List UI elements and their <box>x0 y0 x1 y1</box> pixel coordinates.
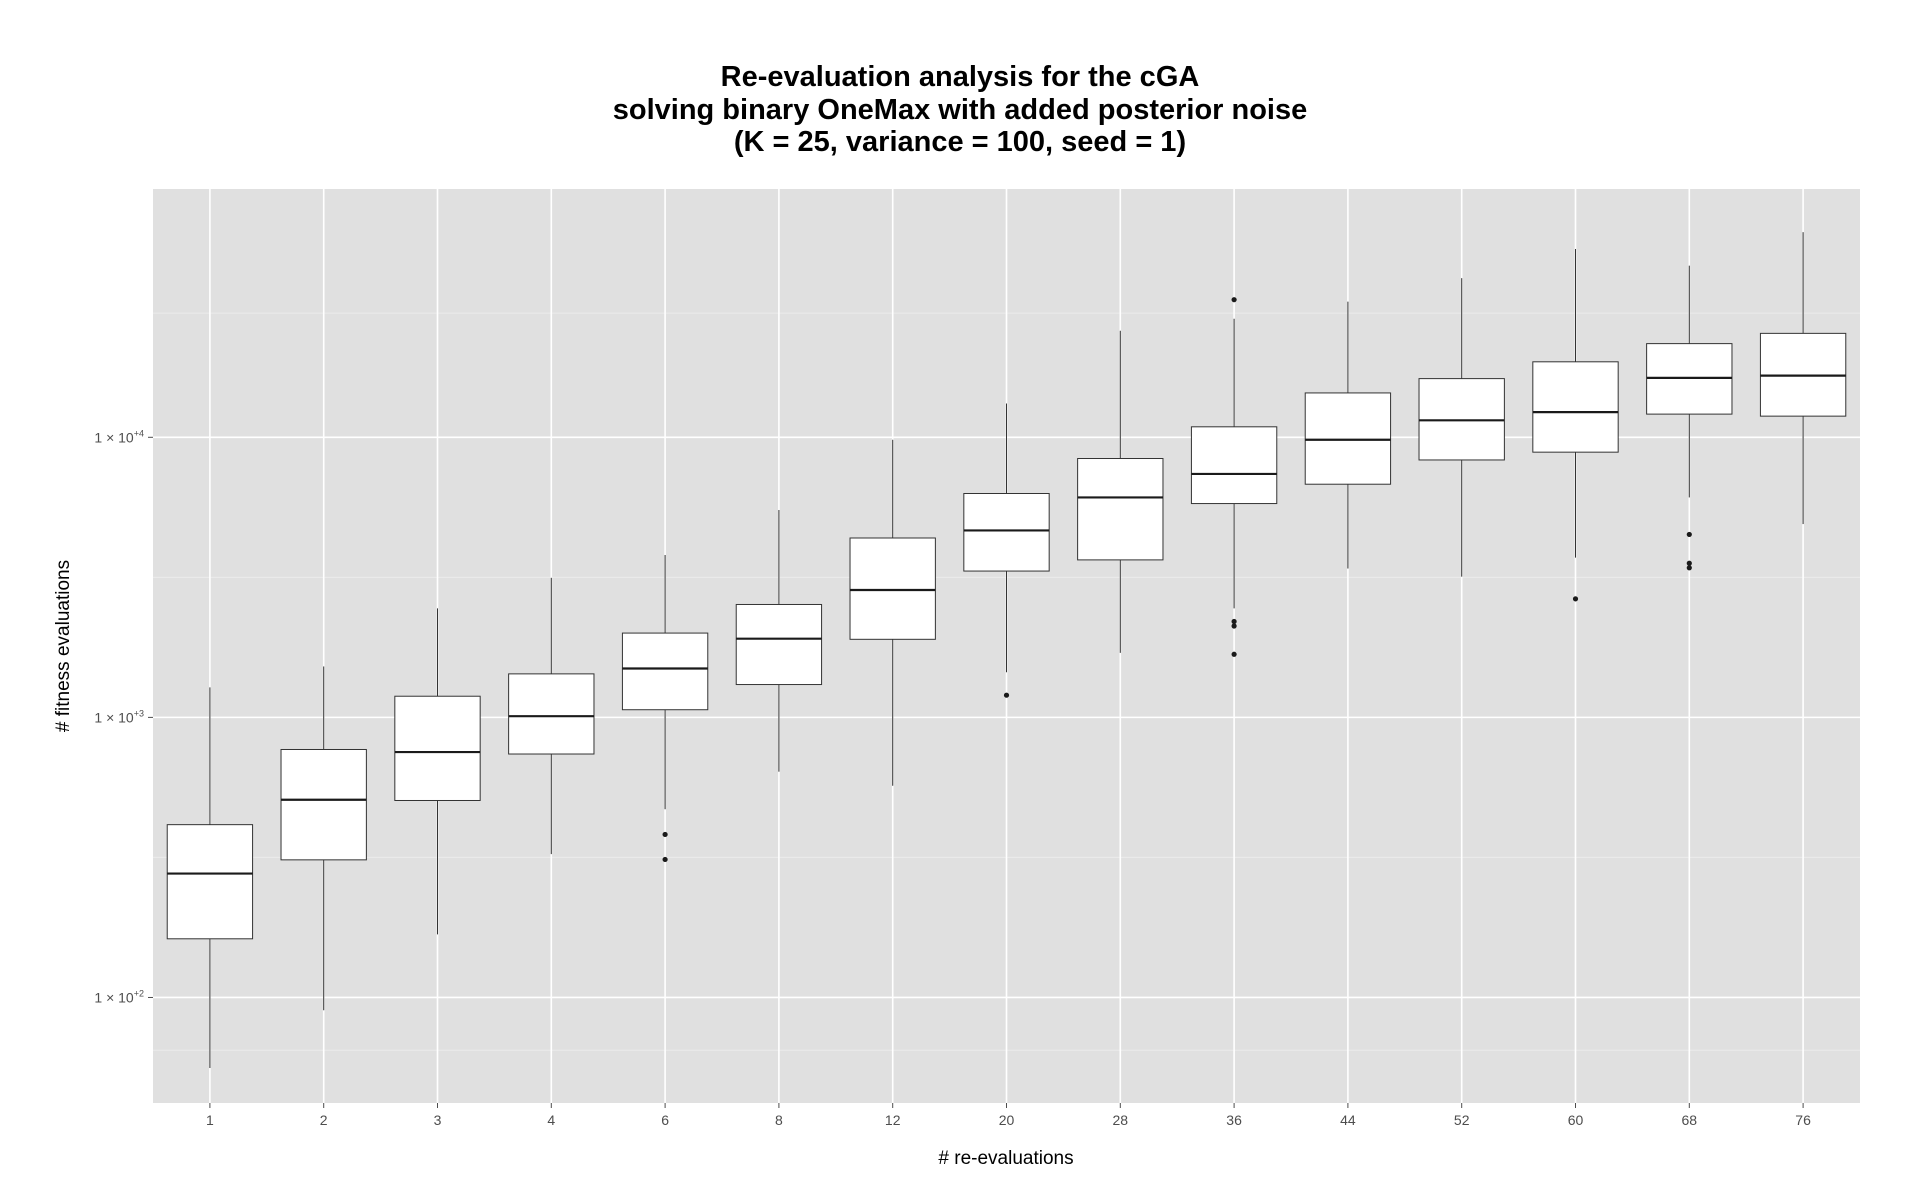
outlier-point <box>662 831 668 838</box>
box-44 <box>1304 301 1392 569</box>
box-3 <box>394 608 481 935</box>
x-axis-label: # re-evaluations <box>938 1148 1073 1169</box>
box-20 <box>963 403 1050 698</box>
box-iqr <box>735 603 823 686</box>
x-tick-label: 6 <box>661 1112 669 1128</box>
x-tick-label: 68 <box>1682 1112 1698 1128</box>
y-axis-label: # fitness evaluations <box>53 560 74 732</box>
box-series <box>166 232 1847 1069</box>
box-iqr <box>621 632 709 711</box>
outlier-point <box>1231 618 1237 625</box>
box-36 <box>1190 297 1278 657</box>
x-tick-label: 3 <box>434 1112 442 1128</box>
x-tick-label: 76 <box>1795 1112 1811 1128</box>
chart-title-line-3: (K = 25, variance = 100, seed = 1) <box>734 126 1186 158</box>
x-tick-label: 8 <box>775 1112 783 1128</box>
box-iqr <box>1304 392 1392 485</box>
box-60 <box>1532 249 1619 602</box>
box-12 <box>849 439 936 786</box>
box-1 <box>166 687 254 1069</box>
outlier-point <box>662 856 668 863</box>
box-76 <box>1759 232 1847 525</box>
box-iqr <box>849 537 936 640</box>
box-52 <box>1418 278 1505 577</box>
x-tick-label: 4 <box>547 1112 555 1128</box>
box-iqr <box>166 824 254 940</box>
x-tick-label: 20 <box>999 1112 1015 1128</box>
x-tick-label: 60 <box>1568 1112 1584 1128</box>
outlier-point <box>1003 692 1010 698</box>
box-iqr <box>280 748 367 861</box>
outlier-point <box>1231 651 1237 657</box>
box-iqr <box>1190 426 1278 505</box>
y-tick-label: 1 × 10+3 <box>94 708 144 725</box>
x-tick-label: 2 <box>320 1112 328 1128</box>
box-iqr <box>1077 458 1164 561</box>
y-axis-ticks: 1 × 10+2 1 × 10+3 1 × 10+4 <box>94 428 153 1005</box>
outlier-point <box>1686 560 1692 566</box>
box-iqr <box>394 695 481 801</box>
box-4 <box>508 577 595 855</box>
box-iqr <box>963 492 1050 572</box>
x-tick-label: 28 <box>1113 1112 1129 1128</box>
x-tick-label: 1 <box>206 1112 214 1128</box>
box-2 <box>280 666 367 1011</box>
y-tick-label: 1 × 10+2 <box>94 988 144 1005</box>
x-tick-label: 36 <box>1226 1112 1242 1128</box>
chart-title-line-1: Re-evaluation analysis for the cGA <box>721 61 1200 93</box>
x-axis-ticks: 1 2 3 4 6 8 12 20 28 36 44 52 60 68 76 <box>206 1103 1811 1128</box>
chart-title-line-2: solving binary OneMax with added posteri… <box>613 94 1308 126</box>
x-tick-label: 44 <box>1340 1112 1356 1128</box>
outlier-point <box>1572 596 1579 602</box>
box-8 <box>735 510 823 772</box>
x-tick-label: 52 <box>1454 1112 1470 1128</box>
box-iqr <box>508 673 595 755</box>
outlier-point <box>1231 297 1237 303</box>
box-28 <box>1077 330 1164 653</box>
box-68 <box>1646 265 1733 571</box>
box-iqr <box>1532 361 1619 453</box>
x-tick-label: 12 <box>885 1112 901 1128</box>
outlier-point <box>1231 623 1237 629</box>
box-6 <box>621 554 709 863</box>
y-tick-label: 1 × 10+4 <box>94 428 144 445</box>
outlier-point <box>1686 531 1692 538</box>
outlier-point <box>1686 565 1692 571</box>
